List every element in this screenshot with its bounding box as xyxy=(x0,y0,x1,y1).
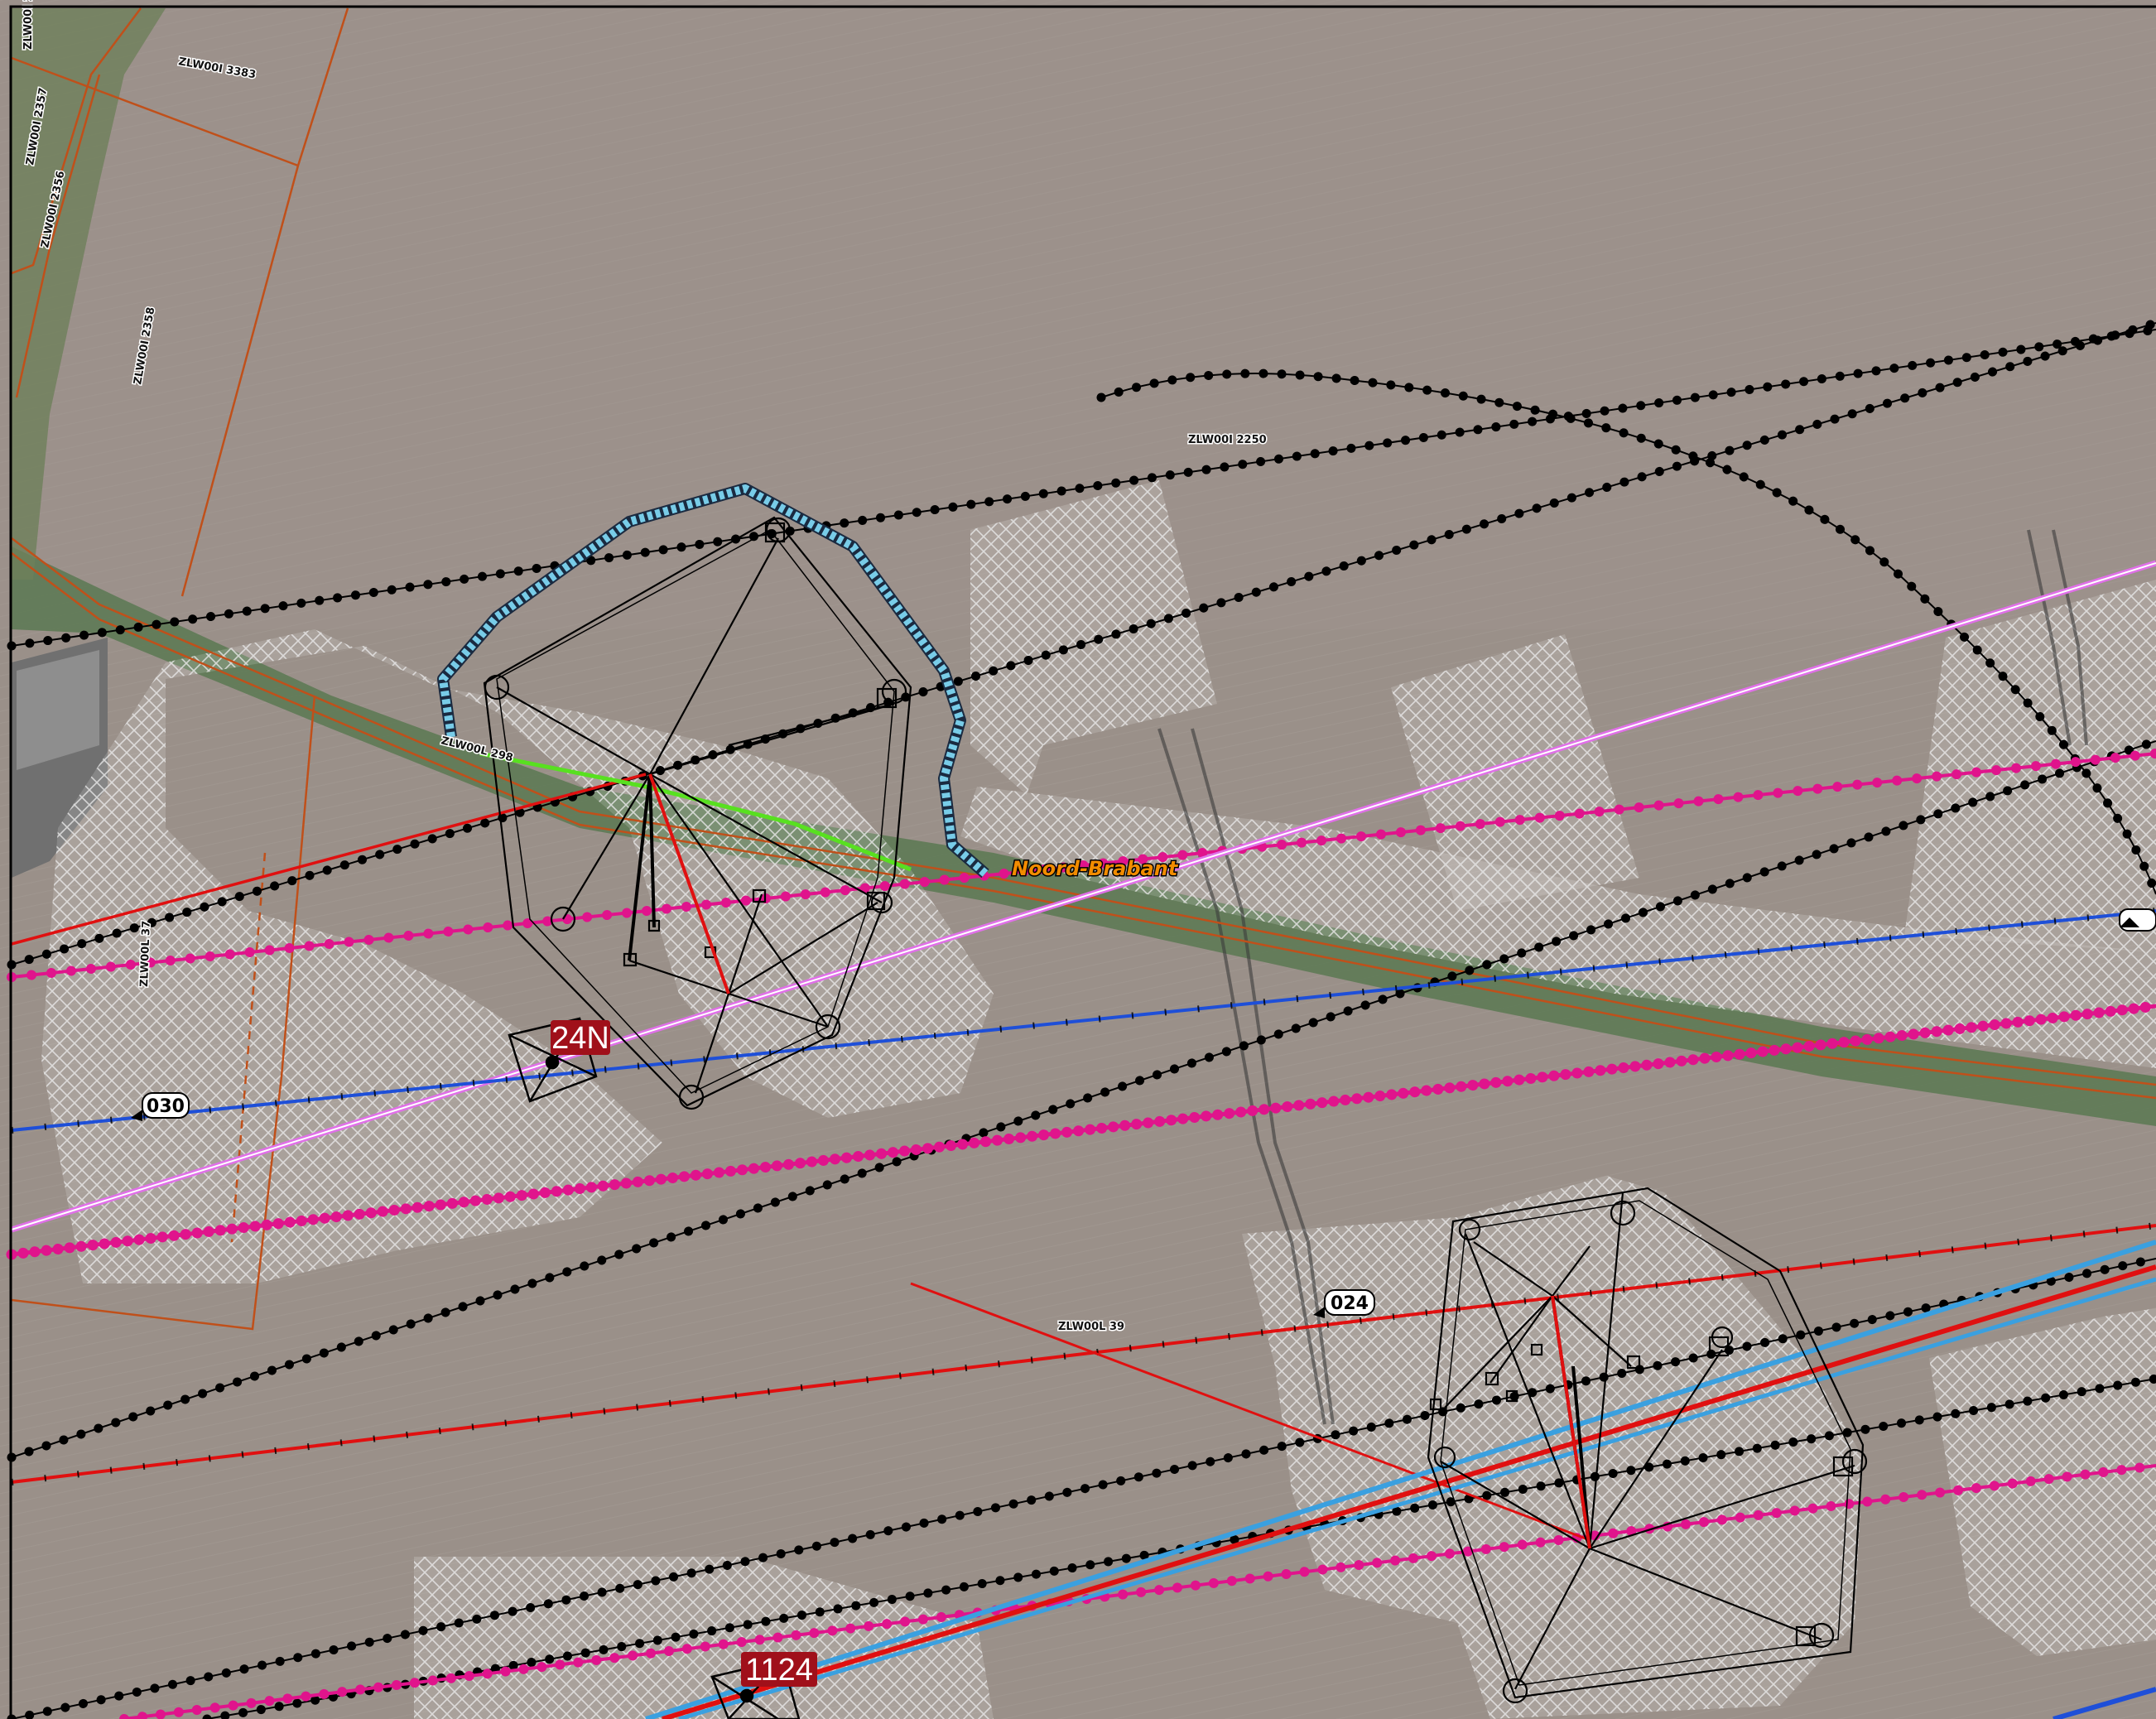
tower-label-24n: 24N xyxy=(551,1020,610,1056)
parcel-label-l39: ZLW00L 39 xyxy=(1058,1321,1124,1333)
callout-024-text: 024 xyxy=(1331,1293,1369,1314)
callout-024[interactable]: 024 xyxy=(1313,1289,1375,1318)
blue-hatched-boundary-fill xyxy=(439,484,989,877)
left-grass xyxy=(12,8,166,580)
red-x-line xyxy=(11,1222,2156,1485)
tower-1124-red-wire xyxy=(1551,1295,1591,1549)
green-segment xyxy=(479,751,912,872)
red-line-lower xyxy=(910,1282,1591,1542)
region-label: Noord-Brabant xyxy=(1012,857,1179,880)
parcel-label-2250: ZLW00I 2250 xyxy=(1188,434,1267,446)
tower-label-24n-text: 24N xyxy=(551,1021,609,1056)
callout-030[interactable]: 030 xyxy=(131,1092,190,1121)
pink-line xyxy=(10,560,2156,1233)
cyan-red-corridor xyxy=(645,1240,2156,1719)
tower-label-1124-text: 1124 xyxy=(745,1653,813,1688)
callout-030-text: 030 xyxy=(147,1096,185,1117)
parcel-label-2762: ZLW00I 2762 xyxy=(22,0,35,50)
tower-24n-red-wire xyxy=(648,773,730,994)
tower-label-1124: 1124 xyxy=(741,1652,817,1688)
farm-roof xyxy=(17,650,99,770)
grass-strip xyxy=(12,547,2156,1126)
map-frame xyxy=(9,5,2156,1719)
callout-right-edge[interactable] xyxy=(2119,908,2156,932)
parcel-boundaries xyxy=(11,7,2156,1331)
magenta-dotted-lines xyxy=(6,749,2156,1719)
red-line-left xyxy=(11,773,647,946)
parcel-label-l37: ZLW00L 37 xyxy=(138,921,153,988)
tower-1124-footprint xyxy=(1427,1187,1868,1704)
tower-24n-footprint xyxy=(483,516,912,1110)
blue-x-line xyxy=(11,908,2156,1134)
